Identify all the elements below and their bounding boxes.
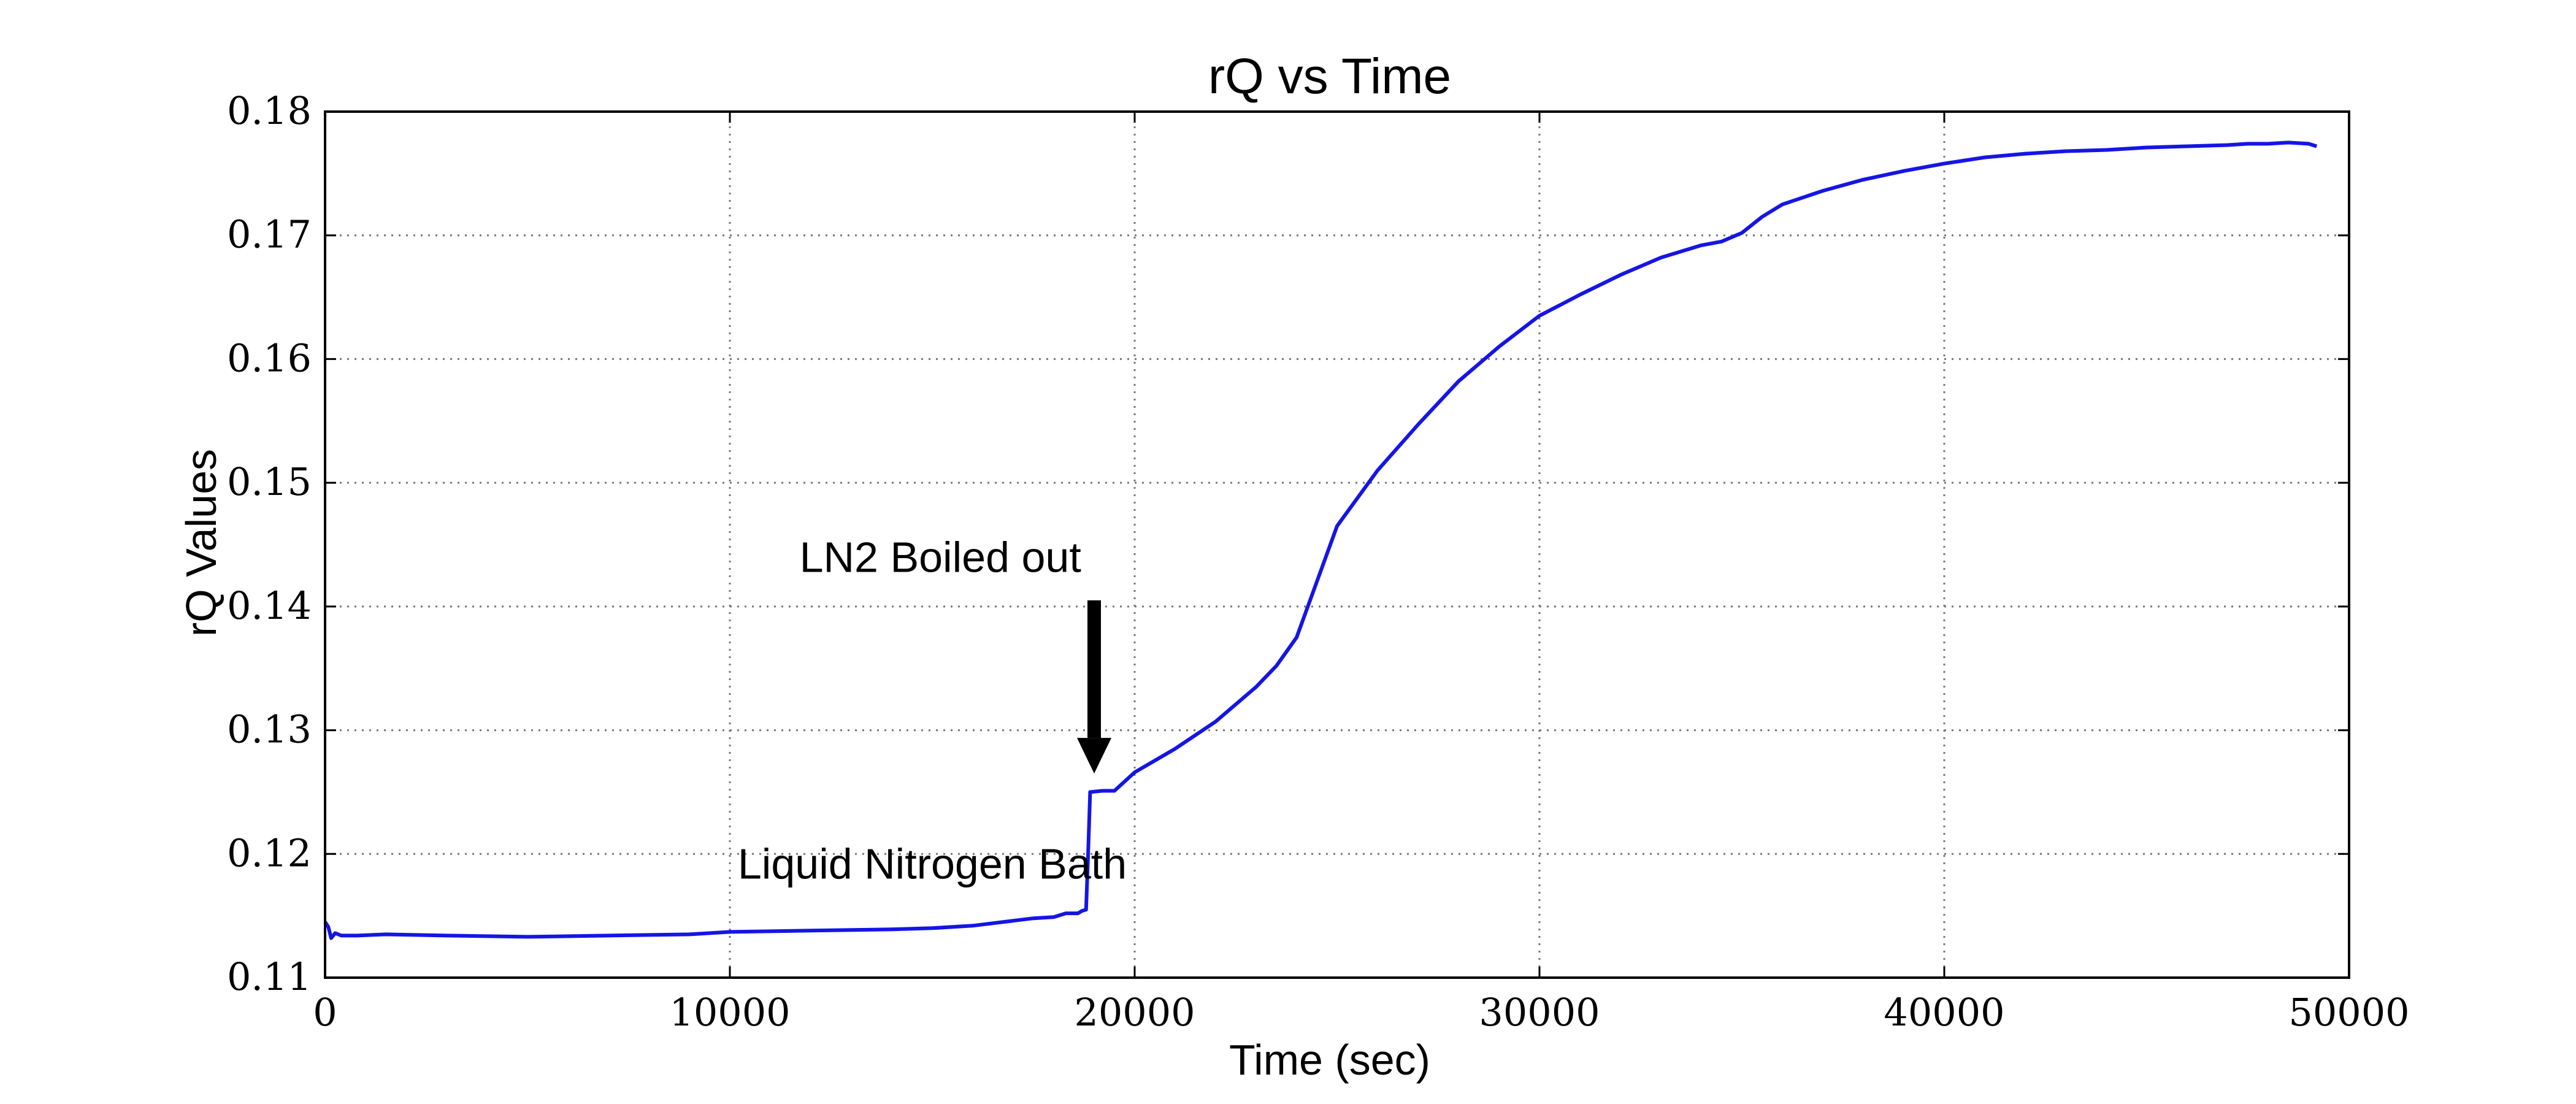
y-tick-label: 0.14: [227, 583, 312, 628]
series-line: [323, 140, 2318, 940]
x-axis-label: Time (sec): [1229, 1036, 1430, 1084]
y-axis-label: rQ Values: [177, 449, 225, 637]
y-tick-label: 0.15: [227, 459, 312, 504]
x-tick-label: 30000: [1479, 990, 1600, 1035]
annotation-arrow-shaft: [1087, 600, 1101, 738]
series-layer: [323, 140, 2318, 940]
grid-lines: [325, 112, 2349, 978]
axis-ticks: 0 10000 20000 30000 40000 50000 0.11 0.12 0.13 0.…: [227, 88, 2410, 1035]
annotation-layer: Liquid Nitrogen Bath LN2 Boiled out: [738, 533, 1127, 887]
y-tick-label: 0.13: [227, 707, 312, 752]
x-tick-label: 40000: [1884, 990, 2004, 1035]
y-tick-label: 0.16: [227, 335, 312, 380]
x-tick-label: 10000: [669, 990, 790, 1035]
chart-title: rQ vs Time: [1208, 48, 1451, 104]
x-tick-label: 0: [313, 990, 337, 1035]
annotation-liquid-nitrogen-bath: Liquid Nitrogen Bath: [738, 840, 1127, 888]
y-tick-label: 0.18: [227, 88, 312, 133]
plot-frame: [324, 110, 2350, 979]
y-tick-label: 0.12: [227, 830, 312, 875]
annotation-arrow-head: [1077, 738, 1111, 774]
annotation-ln2-boiled-out: LN2 Boiled out: [800, 533, 1081, 581]
y-tick-label: 0.11: [227, 954, 312, 999]
y-tick-label: 0.17: [227, 212, 312, 257]
x-tick-label: 20000: [1074, 990, 1195, 1035]
x-tick-label: 50000: [2288, 990, 2409, 1035]
